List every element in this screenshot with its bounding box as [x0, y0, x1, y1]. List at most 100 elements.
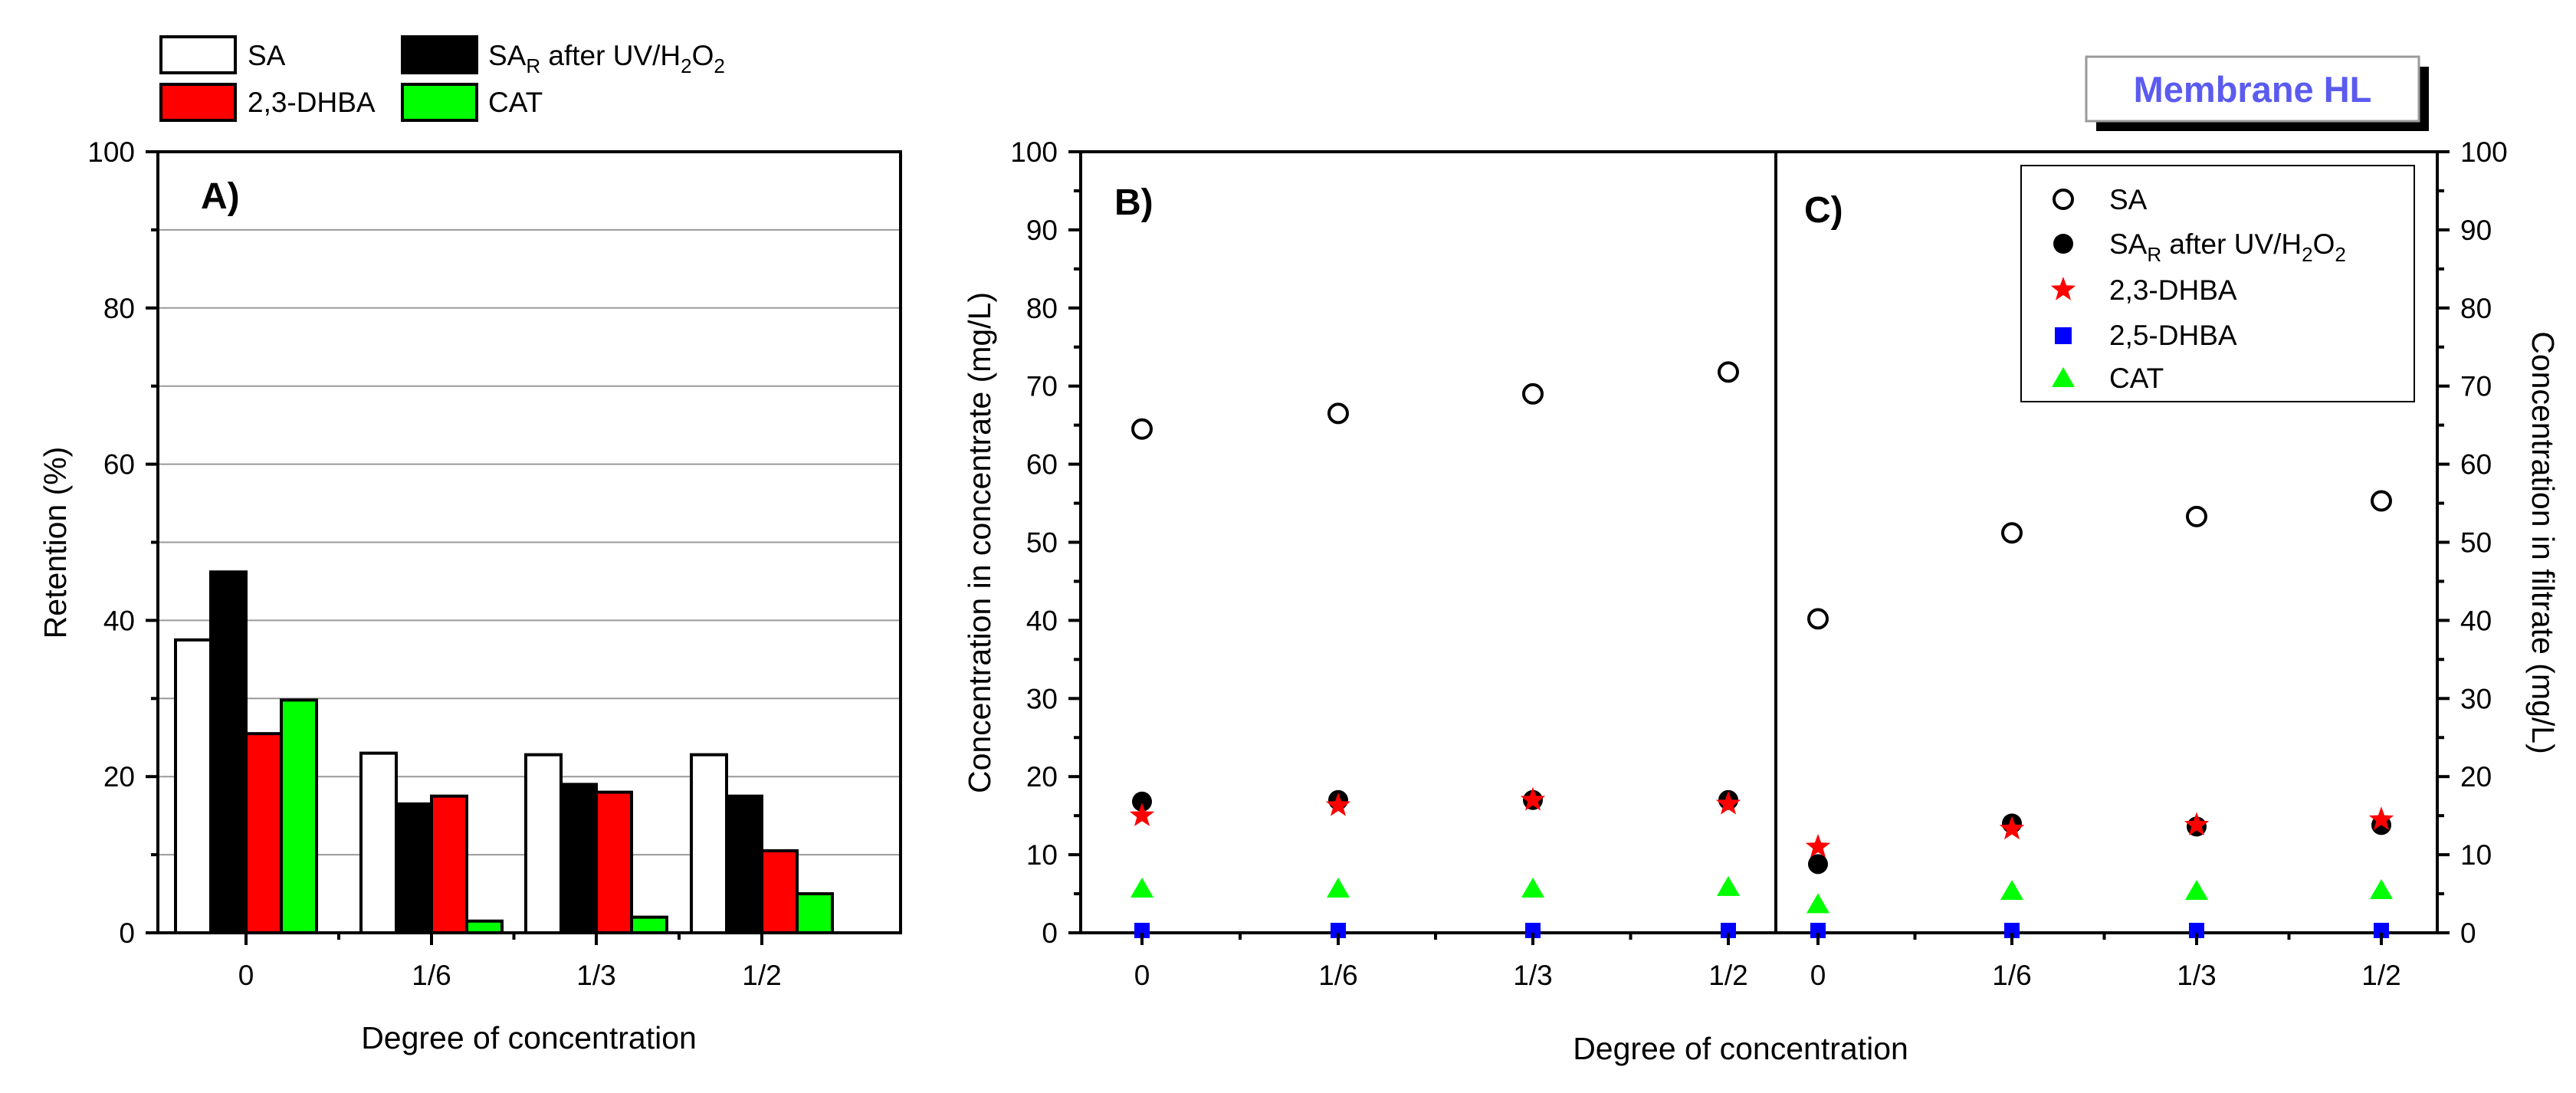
membrane-badge-box: [2085, 55, 2420, 123]
panel-b-point-sa: [1327, 402, 1349, 425]
panel-c-point-dhba23: [1805, 833, 1831, 858]
panel-c-y-tick-label: 30: [2460, 683, 2492, 714]
panel-c-point-cat: [2000, 880, 2023, 901]
panel-a-y-tick-label: 100: [87, 136, 135, 168]
panel-c-point-cat: [2185, 880, 2208, 901]
legend-c-marker-cat: [2052, 367, 2075, 387]
legend-a-label-cat: CAT: [488, 87, 543, 118]
legend-c-box: [2020, 165, 2415, 402]
panel-a: 0 20 40 60 80 100 0 1/6 1/3 1/2 A) Retention (%)…: [38, 136, 902, 1055]
panel-b-point-cat: [1130, 877, 1153, 898]
panel-c-point-dhba23: [1999, 816, 2025, 840]
panel-a-bar: [760, 849, 799, 935]
panel-c-y-tick-label: 90: [2460, 215, 2492, 246]
legend-c-label-sa: SA: [2109, 184, 2148, 215]
panel-c-point-cat: [1806, 893, 1829, 914]
legend-c-marker-sar: [2053, 234, 2073, 254]
panel-a-bar: [395, 802, 433, 934]
legend-a-item-sa: SA: [159, 35, 286, 74]
panel-a-bar: [430, 794, 468, 935]
legend-a-item-sar: SAR after UV/H2O2: [401, 35, 725, 77]
panel-b-y-tick-label: 20: [1026, 761, 1058, 793]
panel-c-y-tick-label: 70: [2460, 371, 2492, 402]
panel-b-point-cat: [1521, 877, 1544, 898]
panel-a-y-tick-label: 20: [103, 761, 135, 793]
panel-c-point-dhba23: [2368, 806, 2394, 830]
panel-b-point-sa: [1718, 361, 1739, 383]
legend-c-marker-dhba23: [2050, 277, 2076, 300]
panel-b-y-tick-label: 0: [1042, 917, 1058, 949]
legend-a-label-sa: SA: [248, 40, 286, 71]
panel-c-point-sa: [2371, 490, 2392, 512]
legend-c-item-sa: SA: [2053, 184, 2148, 215]
legend-c-marker-sa: [2053, 189, 2074, 210]
panel-c-x-tick-label: 1/2: [2361, 960, 2400, 991]
panel-b-y-tick-label: 60: [1026, 449, 1058, 481]
panel-b-x-tick-label: 1/2: [1708, 960, 1747, 991]
panel-b-y-tick-label: 90: [1026, 215, 1058, 246]
panel-b-y-tick-label: 10: [1026, 839, 1058, 871]
legend-a-swatch-cat: [401, 83, 478, 122]
panel-a-bar: [359, 751, 398, 934]
panel-c-point-dhba25: [1810, 922, 1826, 938]
panel-c-label: C): [1804, 190, 1843, 231]
panel-b-y-tick-label: 100: [1010, 136, 1058, 168]
panel-c-y-tick-label: 80: [2460, 293, 2492, 324]
membrane-badge-text: Membrane HL: [2134, 69, 2372, 110]
panel-a-bar: [796, 892, 834, 935]
legend-c-marker-dhba25: [2055, 327, 2072, 344]
panel-a-legend: SA SAR after UV/H2O2 2,3-DHBA CAT: [159, 35, 725, 122]
panel-c-y-tick-label: 50: [2460, 527, 2492, 559]
legend-c-item-dhba25: 2,5-DHBA: [2055, 320, 2237, 351]
panel-a-y-tick-label: 40: [103, 605, 135, 636]
panel-c-point-dhba25: [2004, 922, 2020, 938]
panel-a-y-tick-label: 80: [103, 293, 135, 324]
panel-a-bar: [524, 753, 563, 935]
panel-a-bar: [209, 570, 248, 934]
panel-a-bar: [244, 732, 283, 935]
panel-a-bar: [630, 915, 668, 934]
panel-b-point-dhba23: [1520, 786, 1546, 811]
legend-c-label-dhba25: 2,5-DHBA: [2109, 320, 2237, 351]
legend-a-label-sar: SAR after UV/H2O2: [488, 40, 725, 77]
panel-b-point-sa: [1131, 418, 1153, 440]
panel-a-bar: [690, 753, 728, 935]
panel-b-x-tick-label: 0: [1134, 960, 1150, 991]
panel-b-x-ticks: 0 1/6 1/3 1/2: [1134, 933, 1748, 991]
panel-c-point-cat: [2370, 878, 2393, 899]
panel-b-y-tick-label: 40: [1026, 605, 1058, 636]
panel-b-point-dhba23: [1715, 790, 1741, 815]
panel-c-point-dhba23: [2184, 812, 2210, 836]
panel-a-x-tick-label: 1/3: [576, 960, 615, 991]
panel-c-legend: SA SAR after UV/H2O2 2,3-DHBA 2,5-DHBA C…: [2020, 165, 2415, 402]
panel-a-bar: [174, 638, 212, 934]
legend-c-label-sar: SAR after UV/H2O2: [2109, 228, 2346, 266]
panel-c-x-tick-label: 1/6: [1992, 960, 2031, 991]
panel-b-point-dhba25: [1331, 922, 1346, 938]
panel-c-point-dhba25: [2374, 922, 2389, 938]
panel-b-point-dhba25: [1134, 922, 1150, 938]
panel-a-bar: [280, 698, 318, 934]
panel-b-point-dhba23: [1129, 803, 1155, 826]
panel-c-x-tick-label: 0: [1810, 960, 1826, 991]
panel-a-bars: [174, 570, 834, 935]
panel-a-bar: [465, 919, 504, 934]
panel-a-x-axis-label: Degree of concentration: [361, 1020, 697, 1055]
panel-b-points: [1129, 361, 1741, 938]
panel-c-point-sa: [2186, 505, 2207, 527]
panel-a-bar: [560, 783, 598, 935]
panel-c-point-sa: [2001, 522, 2023, 544]
panel-b-x-tick-label: 1/6: [1318, 960, 1357, 991]
panel-c-points: [1805, 490, 2394, 938]
panel-b-y-ticks: 0 10 20 30 40 50 60 70 80 90 100: [1010, 136, 1081, 949]
panel-a-y-axis-label: Retention (%): [38, 447, 73, 639]
legend-a-item-dhba23: 2,3-DHBA: [159, 83, 376, 122]
legend-a-swatch-sar: [401, 35, 478, 74]
legend-c-item-dhba23: 2,3-DHBA: [2050, 274, 2237, 306]
panel-b-point-dhba23: [1325, 792, 1351, 816]
panel-c-y-tick-label: 20: [2460, 761, 2492, 793]
panel-c-y-ticks: 0 10 20 30 40 50 60 70 80 90 100: [2437, 136, 2508, 949]
panel-b-y-tick-label: 50: [1026, 527, 1058, 559]
panel-c-y-tick-label: 0: [2460, 917, 2476, 949]
